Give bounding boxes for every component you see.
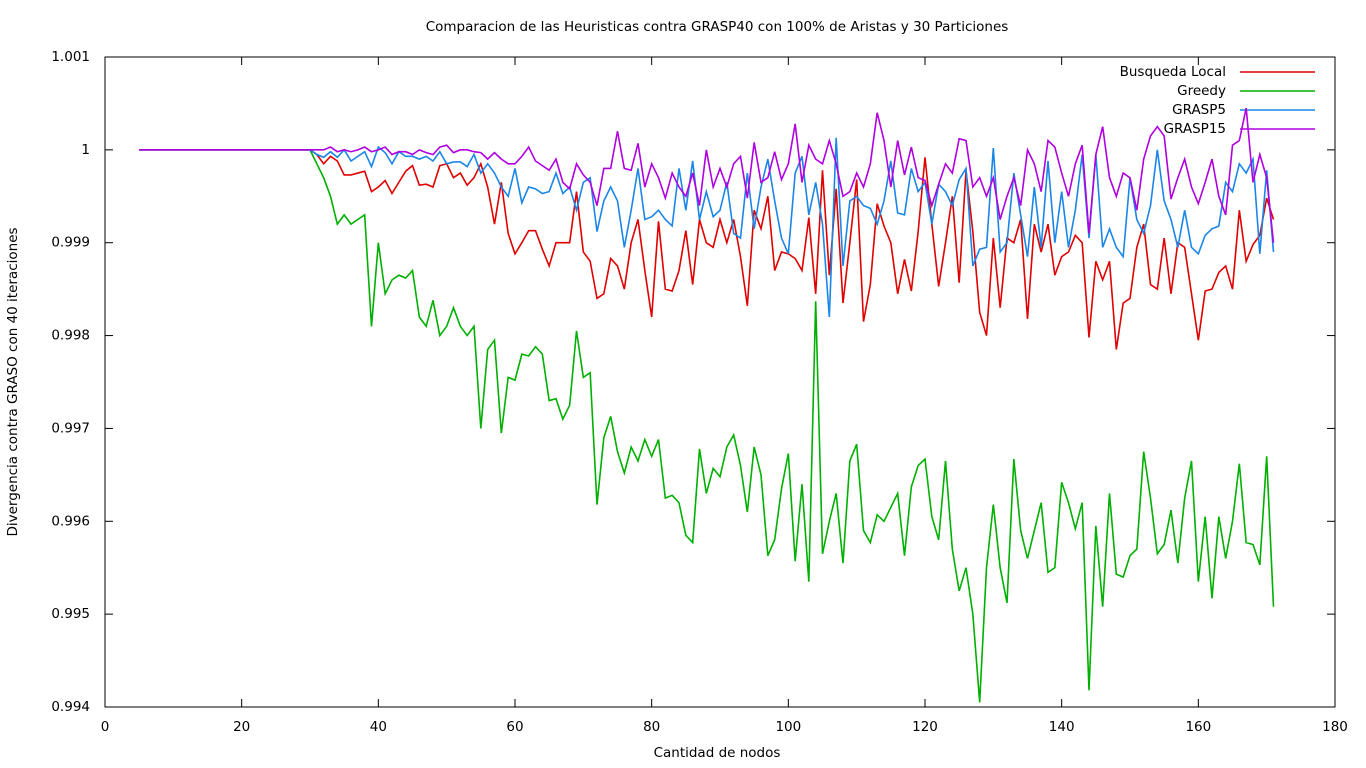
x-axis-label: Cantidad de nodos <box>654 745 781 761</box>
x-tick-label: 120 <box>912 719 938 735</box>
y-axis-label: Divergencia contra GRASO con 40 iteracio… <box>5 227 21 536</box>
x-tick-label: 140 <box>1049 719 1075 735</box>
series-line <box>139 107 1275 243</box>
y-tick-label: 0.994 <box>51 699 90 715</box>
x-tick-label: 20 <box>233 719 250 735</box>
legend-label: Greedy <box>1177 83 1226 99</box>
x-tick-label: 0 <box>101 719 110 735</box>
x-tick-label: 180 <box>1322 719 1348 735</box>
x-tick-label: 60 <box>506 719 523 735</box>
y-tick-label: 1.001 <box>51 49 90 65</box>
y-tick-label: 1 <box>81 142 90 158</box>
legend-label: Busqueda Local <box>1120 64 1226 80</box>
x-tick-label: 160 <box>1185 719 1211 735</box>
legend-label: GRASP5 <box>1172 102 1226 118</box>
x-tick-label: 40 <box>370 719 387 735</box>
y-tick-label: 0.996 <box>51 513 90 529</box>
plot-frame <box>104 56 1336 708</box>
series-line <box>139 149 1275 703</box>
series-line <box>139 137 1275 318</box>
series-line <box>139 149 1275 350</box>
y-tick-label: 0.995 <box>51 606 90 622</box>
x-tick-label: 100 <box>775 719 801 735</box>
y-tick-label: 0.999 <box>51 235 90 251</box>
y-tick-label: 0.998 <box>51 328 90 344</box>
chart-title: Comparacion de las Heuristicas contra GR… <box>426 19 1009 35</box>
y-tick-label: 0.997 <box>51 420 90 436</box>
x-tick-label: 80 <box>643 719 660 735</box>
legend-label: GRASP15 <box>1164 121 1226 137</box>
